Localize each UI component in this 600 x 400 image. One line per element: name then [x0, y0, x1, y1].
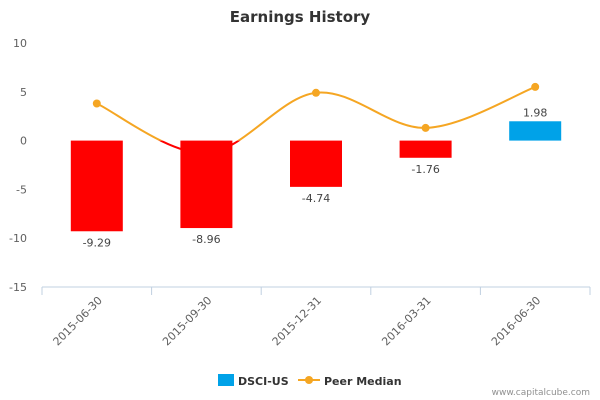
bar	[290, 140, 342, 187]
bar-data-label: 1.98	[523, 106, 548, 119]
x-tick-label: 2016-03-31	[379, 294, 433, 348]
y-tick-label: -15	[9, 281, 27, 294]
x-tick-label: 2016-06-30	[489, 294, 543, 348]
bar-series-dsci-us	[70, 121, 562, 232]
legend[interactable]: DSCI-US Peer Median	[218, 374, 402, 388]
chart-title: Earnings History	[230, 8, 371, 26]
y-tick-label: 5	[20, 86, 27, 99]
bar	[70, 140, 123, 232]
y-tick-label: -5	[16, 183, 27, 196]
bar	[399, 140, 452, 158]
bar-data-label: -9.29	[83, 236, 111, 249]
bar-data-label: -8.96	[192, 233, 220, 246]
x-tick-label: 2015-12-31	[270, 294, 324, 348]
credit-text[interactable]: www.capitalcube.com	[492, 388, 590, 398]
bar	[180, 140, 233, 229]
peer-median-point	[312, 88, 320, 97]
peer-median-line-below-zero	[158, 140, 241, 155]
y-tick-label: -10	[9, 232, 27, 245]
peer-median-point	[92, 99, 101, 108]
x-tick-label: 2015-06-30	[51, 294, 105, 348]
y-tick-label: 0	[20, 135, 27, 148]
bar-data-labels: -9.29 -8.96 -4.74 -1.76 1.98	[83, 106, 548, 249]
y-axis: 10 5 0 -5 -10 -15	[9, 37, 27, 294]
bar	[509, 121, 562, 141]
peer-median-point	[421, 123, 430, 132]
bar-data-label: -1.76	[411, 163, 439, 176]
peer-median-point	[531, 82, 540, 91]
line-series-peer-median	[92, 82, 540, 155]
legend-swatch-dsci-us	[218, 374, 234, 386]
y-tick-label: 10	[13, 37, 27, 50]
x-axis: 2015-06-30 2015-09-30 2015-12-31 2016-03-31…	[41, 286, 591, 348]
bar-data-label: -4.74	[302, 192, 330, 205]
legend-label-dsci-us[interactable]: DSCI-US	[238, 375, 289, 388]
legend-label-peer-median[interactable]: Peer Median	[324, 375, 402, 388]
legend-swatch-dot	[305, 376, 313, 384]
x-tick-label: 2015-09-30	[160, 294, 214, 348]
